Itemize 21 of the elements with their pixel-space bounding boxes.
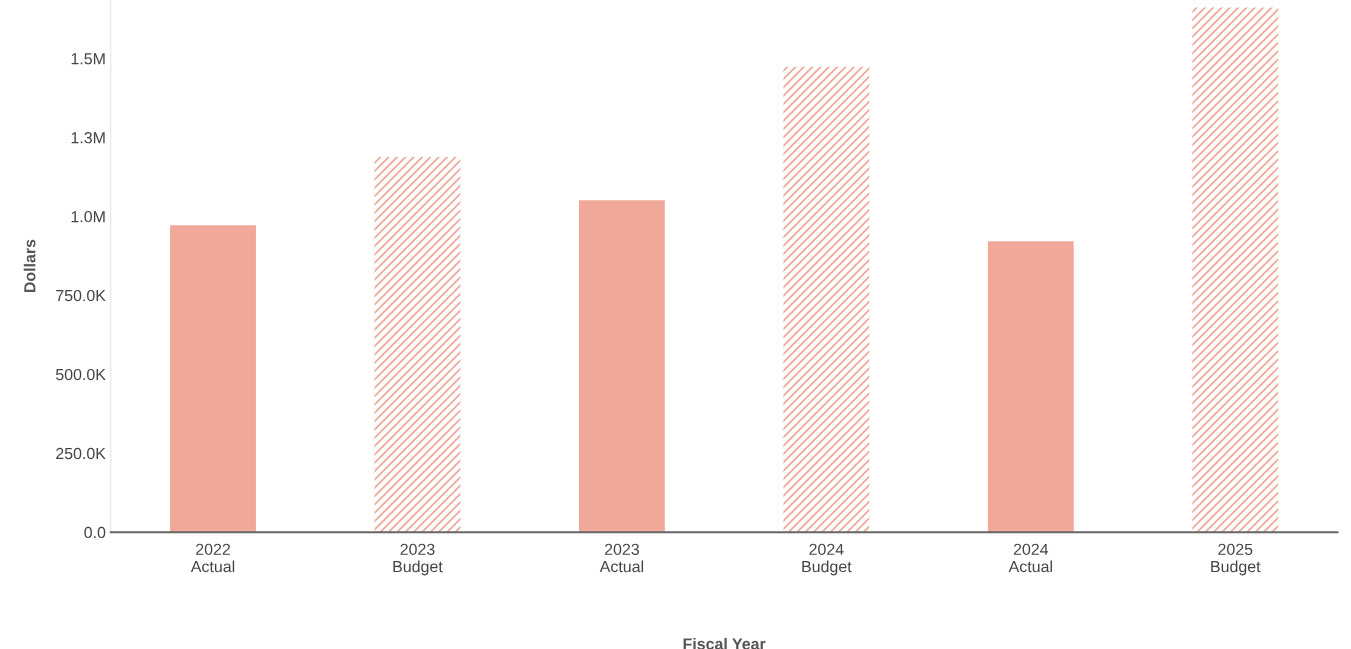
x-tick-label: 2023 Actual (599, 543, 644, 573)
y-tick-label: 750.0K (56, 289, 106, 302)
x-tick-label: 2024 Budget (802, 543, 852, 576)
y-tick-label: 500.0K (55, 368, 106, 381)
y-tick-label: 1.0M (71, 210, 105, 223)
bar (783, 66, 870, 533)
bar (170, 225, 256, 533)
x-tick-label: 2023 Budget (393, 543, 443, 576)
y-axis-title: Dollars (23, 239, 36, 293)
y-tick-label: 250.0K (56, 447, 106, 460)
bar (1192, 7, 1279, 533)
bar (578, 200, 665, 533)
x-tick-label: 2025 Budget (1211, 543, 1261, 576)
bar (374, 156, 461, 533)
x-tick-label: 2022 Actual (190, 543, 235, 573)
y-tick-label: 1.5M (71, 53, 105, 65)
x-tick-label: 2024 Actual (1008, 543, 1052, 573)
y-tick-label: 1.3M (71, 132, 105, 144)
y-tick-label: 0.0 (84, 526, 106, 539)
x-axis-title: Fiscal Year (683, 637, 766, 649)
bar (987, 241, 1074, 533)
